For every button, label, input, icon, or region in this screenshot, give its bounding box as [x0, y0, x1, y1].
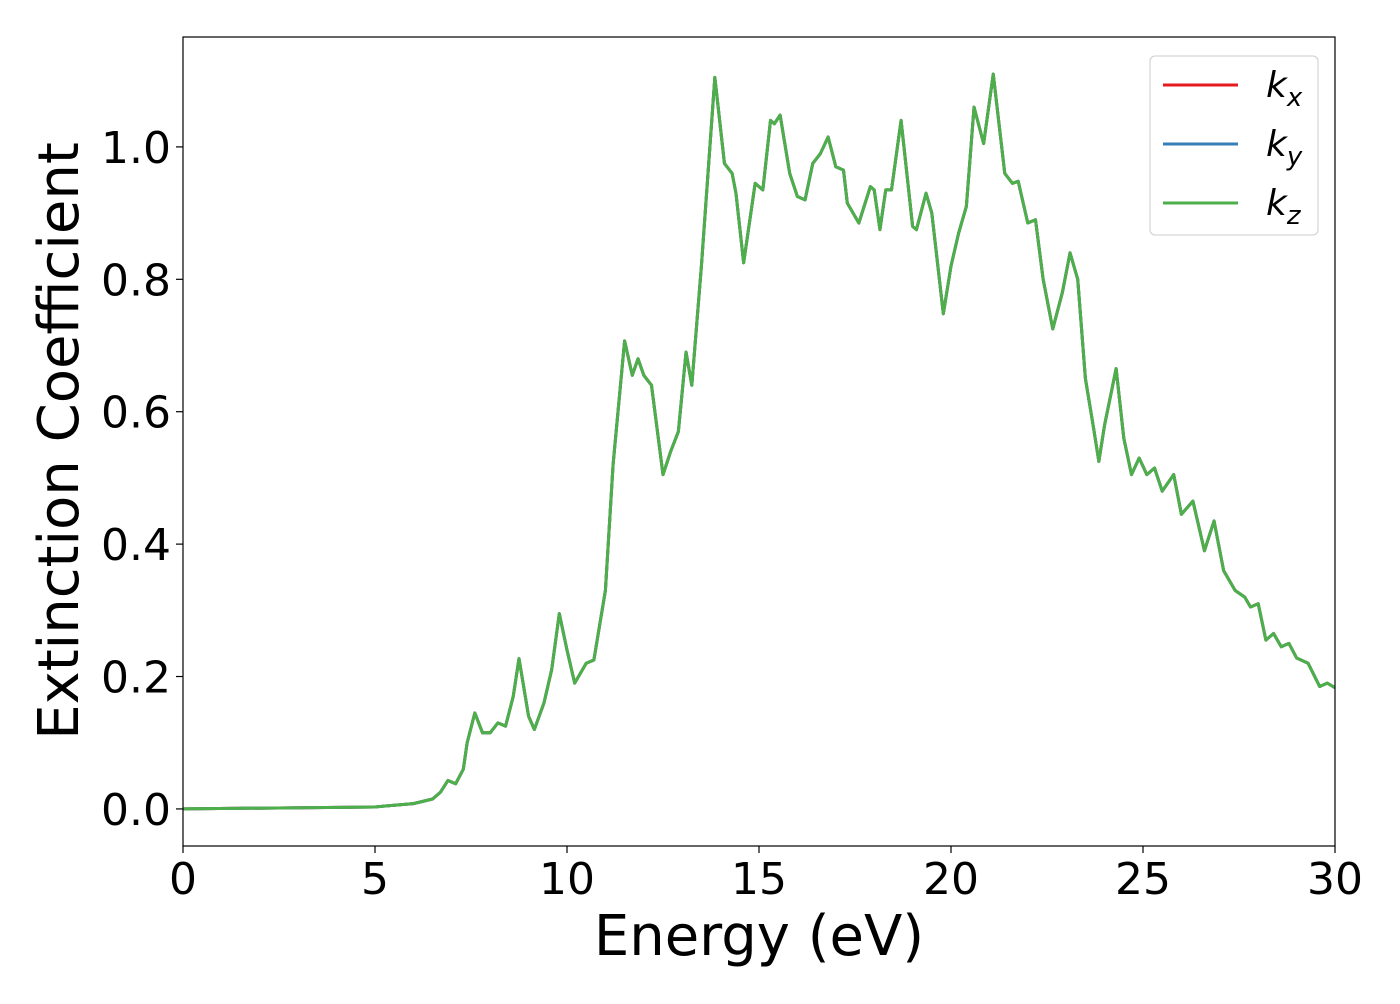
legend-label: kx — [1266, 65, 1303, 113]
y-tick-label: 0.0 — [101, 785, 171, 836]
plot-frame — [182, 36, 1336, 847]
x-tick-label: 25 — [1115, 854, 1171, 905]
y-tick-label: 0.4 — [101, 520, 171, 571]
y-tick-label: 1.0 — [101, 123, 171, 174]
legend-label-main: k — [1266, 124, 1289, 165]
legend-label-main: k — [1266, 183, 1289, 224]
x-tick-label: 20 — [923, 854, 979, 905]
y-tick-label: 0.6 — [101, 388, 171, 439]
y-tick-label: 0.8 — [101, 255, 171, 306]
legend-label-sub: x — [1286, 83, 1303, 113]
x-axis-label: Energy (eV) — [594, 904, 924, 969]
legend-label-main: k — [1266, 65, 1289, 106]
x-tick-label: 10 — [539, 854, 595, 905]
legend-label: kz — [1266, 183, 1302, 231]
y-axis-label: Extinction Coefficient — [27, 142, 92, 740]
legend-label-sub: z — [1286, 201, 1302, 231]
y-tick-label: 0.2 — [101, 653, 171, 704]
legend-label: ky — [1266, 124, 1303, 172]
x-tick-label: 15 — [731, 854, 787, 905]
data-line — [183, 72, 1335, 811]
x-tick-label: 30 — [1307, 854, 1363, 905]
x-tick-label: 5 — [361, 854, 389, 905]
legend-label-sub: y — [1286, 142, 1303, 172]
x-tick-label: 0 — [169, 854, 197, 905]
